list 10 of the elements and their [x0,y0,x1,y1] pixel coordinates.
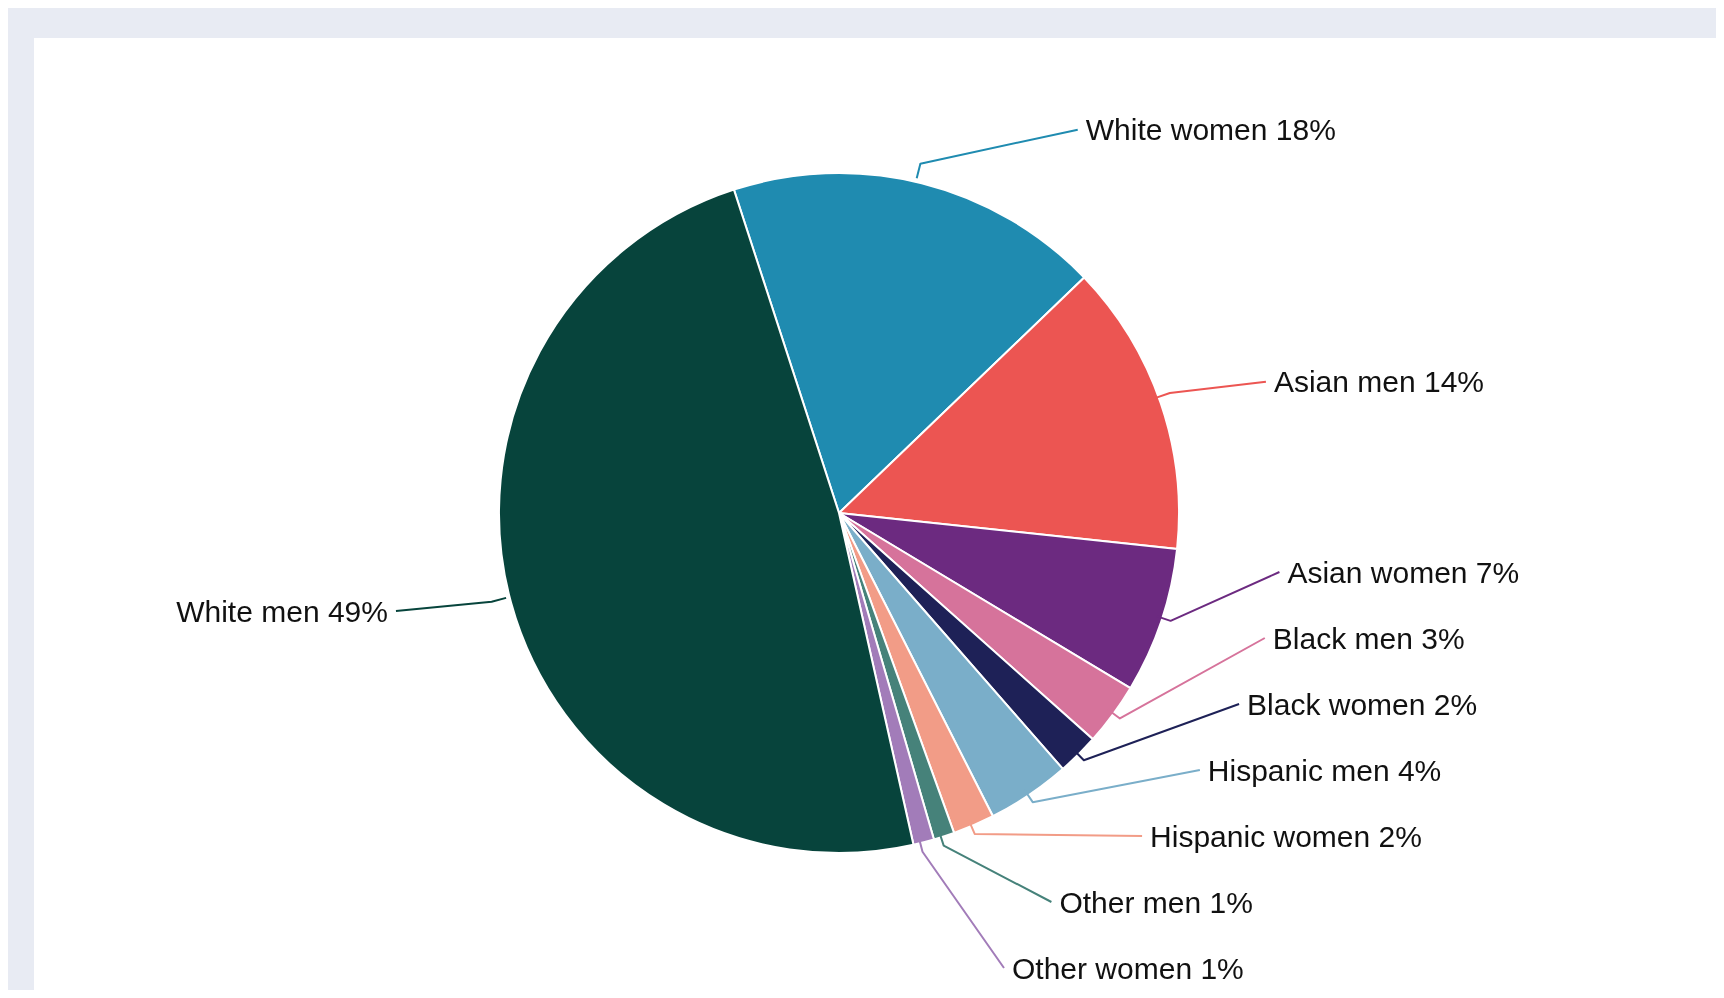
slice-label: Other men 1% [1059,885,1253,919]
slice-label: White women 18% [1085,113,1336,147]
slice-label: Black women 2% [1247,687,1478,721]
slice-label: Asian men 14% [1273,365,1485,399]
slice-label: Other women 1% [1012,951,1244,985]
slice-label: White men 49% [176,594,388,628]
slice-label: Asian women 7% [1287,555,1520,589]
slice-label: Black men 3% [1272,621,1465,655]
slice-label: Hispanic women 2% [1150,819,1422,853]
slice-label: Hispanic men 4% [1207,753,1442,787]
